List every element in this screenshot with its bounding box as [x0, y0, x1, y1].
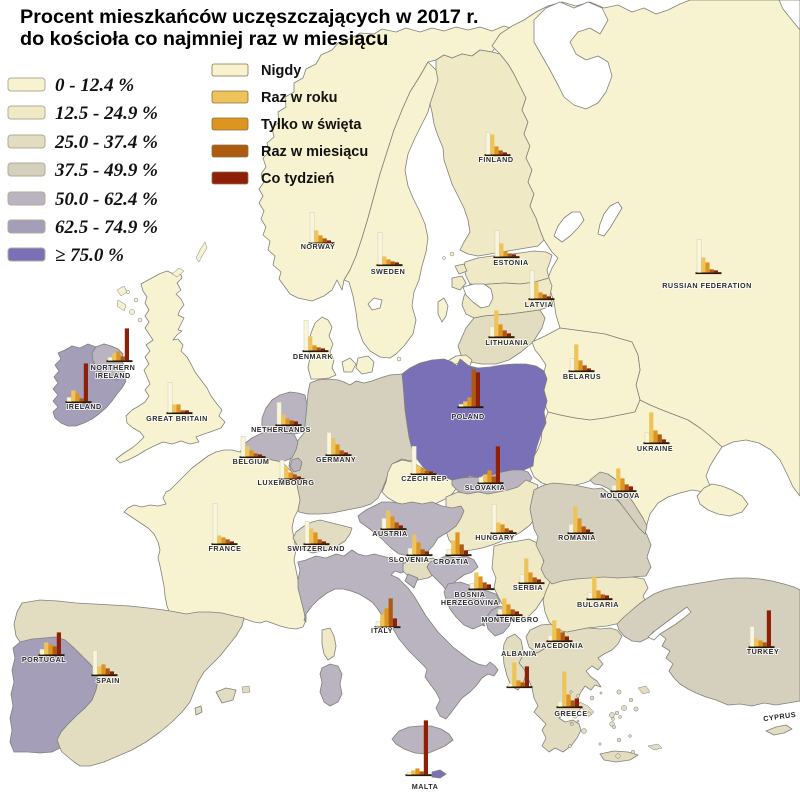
svg-text:SWITZERLAND: SWITZERLAND [287, 544, 345, 553]
svg-text:BELGIUM: BELGIUM [233, 457, 270, 466]
svg-text:SWEDEN: SWEDEN [371, 267, 406, 276]
svg-text:PORTUGAL: PORTUGAL [22, 655, 66, 664]
svg-text:AUSTRIA: AUSTRIA [372, 529, 407, 538]
svg-text:ROMANIA: ROMANIA [558, 533, 596, 542]
svg-text:IRELAND: IRELAND [66, 402, 101, 411]
svg-text:CROATIA: CROATIA [433, 557, 469, 566]
svg-text:GREAT BRITAIN: GREAT BRITAIN [146, 414, 208, 423]
svg-text:Nigdy: Nigdy [261, 63, 301, 79]
svg-text:POLAND: POLAND [451, 412, 484, 421]
svg-text:BOSNIA: BOSNIA [455, 590, 486, 599]
svg-text:UKRAINE: UKRAINE [637, 444, 673, 453]
svg-text:GREECE: GREECE [554, 709, 587, 718]
svg-text:CZECH REP.: CZECH REP. [401, 474, 449, 483]
svg-text:BULGARIA: BULGARIA [577, 600, 619, 609]
svg-text:ALBANIA: ALBANIA [501, 649, 537, 658]
svg-text:MOLDOVA: MOLDOVA [600, 491, 640, 500]
svg-text:MACEDONIA: MACEDONIA [535, 641, 584, 650]
svg-text:NORWAY: NORWAY [301, 242, 336, 251]
svg-text:25.0 - 37.4 %: 25.0 - 37.4 % [54, 132, 158, 153]
svg-text:SERBIA: SERBIA [513, 583, 543, 592]
svg-text:MONTENEGRO: MONTENEGRO [481, 615, 538, 624]
svg-text:LATVIA: LATVIA [525, 300, 553, 309]
svg-text:≥ 75.0 %: ≥ 75.0 % [55, 245, 124, 266]
svg-text:Tylko w święta: Tylko w święta [261, 117, 362, 133]
svg-text:SLOVENIA: SLOVENIA [389, 555, 430, 564]
svg-text:FINLAND: FINLAND [478, 155, 513, 164]
svg-text:Raz w miesiącu: Raz w miesiącu [261, 144, 368, 160]
svg-text:DENMARK: DENMARK [293, 352, 334, 361]
svg-text:62.5 - 74.9 %: 62.5 - 74.9 % [55, 217, 158, 238]
svg-text:HERZEGOVINA: HERZEGOVINA [441, 598, 499, 607]
svg-text:LITHUANIA: LITHUANIA [485, 338, 528, 347]
svg-text:Raz w roku: Raz w roku [261, 90, 338, 106]
svg-text:MALTA: MALTA [412, 782, 439, 791]
svg-text:RUSSIAN FEDERATION: RUSSIAN FEDERATION [662, 281, 752, 290]
svg-text:NETHERLANDS: NETHERLANDS [251, 425, 311, 434]
svg-text:GERMANY: GERMANY [316, 455, 356, 464]
svg-text:ITALY: ITALY [371, 626, 393, 635]
svg-text:TURKEY: TURKEY [747, 647, 780, 656]
svg-text:LUXEMBOURG: LUXEMBOURG [258, 478, 315, 487]
svg-text:HUNGARY: HUNGARY [475, 533, 515, 542]
svg-text:ESTONIA: ESTONIA [493, 258, 528, 267]
svg-text:SLOVAKIA: SLOVAKIA [465, 483, 506, 492]
svg-text:SPAIN: SPAIN [96, 676, 120, 685]
svg-text:12.5 - 24.9 %: 12.5 - 24.9 % [55, 103, 158, 124]
svg-text:37.5 - 49.9 %: 37.5 - 49.9 % [54, 160, 158, 181]
svg-text:IRELAND: IRELAND [95, 371, 130, 380]
svg-text:do kościoła co najmniej raz w: do kościoła co najmniej raz w miesiącu [20, 28, 388, 50]
svg-text:BELARUS: BELARUS [563, 372, 601, 381]
svg-text:0 - 12.4 %: 0 - 12.4 % [55, 75, 134, 96]
svg-text:50.0 - 62.4 %: 50.0 - 62.4 % [55, 189, 158, 210]
svg-text:NORTHERN: NORTHERN [91, 363, 136, 372]
svg-text:FRANCE: FRANCE [209, 544, 242, 553]
svg-text:Procent mieszkańców uczęszczaj: Procent mieszkańców uczęszczających w 20… [20, 6, 479, 28]
svg-text:Co tydzień: Co tydzień [261, 171, 334, 187]
